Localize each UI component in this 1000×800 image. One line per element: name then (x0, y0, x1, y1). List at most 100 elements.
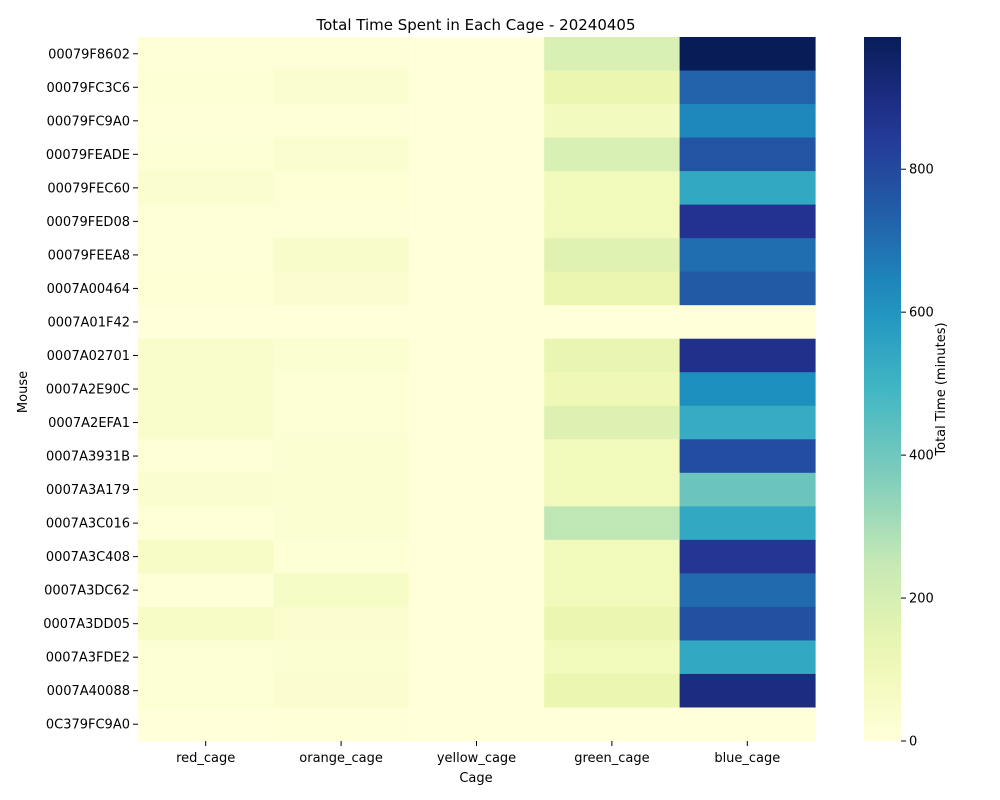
heatmap-cell (273, 70, 410, 105)
colorbar-label: Total Time (minutes) (934, 322, 949, 456)
y-tick-label: 0007A3FDE2 (46, 651, 130, 666)
y-tick-labels: 00079F8602 00079FC3C6 00079FC9A0 00079FEADE… (43, 47, 138, 733)
colorbar-tick-label: 0 (909, 735, 917, 750)
heatmap-cell (679, 573, 816, 608)
heatmap-cell (679, 506, 816, 541)
heatmap-cell (408, 338, 545, 373)
heatmap-cell (273, 506, 410, 541)
heatmap-cell (544, 573, 681, 608)
colorbar-tick-label: 600 (909, 306, 934, 321)
heatmap-cell (138, 439, 274, 474)
heatmap-cell (544, 271, 681, 306)
heatmap-cells (138, 37, 816, 742)
heatmap-cell (138, 238, 274, 273)
heatmap-cell (273, 606, 410, 642)
heatmap-cell (273, 37, 410, 72)
heatmap-cell (544, 606, 681, 642)
heatmap-cell (544, 37, 681, 72)
heatmap-cell (544, 372, 681, 407)
heatmap-cell (273, 171, 410, 206)
heatmap-cell (544, 640, 681, 675)
colorbar-tick-label: 400 (909, 449, 934, 464)
heatmap-cell (138, 506, 274, 541)
heatmap-cell (679, 305, 816, 340)
x-tick-label: yellow_cage (437, 751, 516, 766)
heatmap-cell (679, 70, 816, 105)
heatmap-cell (408, 204, 545, 239)
heatmap-cell (273, 707, 410, 742)
heatmap-cell (138, 204, 274, 239)
heatmap-cell (408, 506, 545, 541)
heatmap-cell (408, 37, 545, 72)
heatmap-cell (408, 137, 545, 172)
heatmap-cell (408, 640, 545, 675)
heatmap-cell (273, 104, 410, 139)
y-tick-label: 00079FED08 (46, 215, 130, 230)
heatmap-cell (679, 539, 816, 574)
heatmap-cell (138, 405, 274, 440)
heatmap-cell (408, 472, 545, 507)
heatmap-cell (273, 372, 410, 407)
heatmap-cell (273, 204, 410, 239)
heatmap-cell (544, 137, 681, 172)
y-tick-label: 0007A02701 (47, 349, 130, 364)
heatmap-cell (273, 539, 410, 574)
x-tick-label: blue_cage (714, 751, 780, 766)
heatmap-cell (138, 640, 274, 675)
heatmap-cell (273, 238, 410, 273)
heatmap-cell (138, 472, 274, 507)
heatmap-cell (273, 271, 410, 306)
heatmap-cell (679, 37, 816, 72)
heatmap-cell (679, 673, 816, 709)
heatmap-cell (544, 439, 681, 474)
heatmap-cell (679, 372, 816, 407)
heatmap-cell (544, 70, 681, 105)
heatmap-cell (273, 472, 410, 507)
heatmap-cell (544, 305, 681, 340)
heatmap-cell (138, 305, 274, 340)
heatmap-cell (544, 204, 681, 239)
colorbar-ticks: 0 200 400 600 800 (901, 163, 934, 750)
heatmap-cell (408, 539, 545, 574)
heatmap-cell (408, 573, 545, 608)
x-tick-labels: red_cage orange_cage yellow_cage green_cage… (176, 741, 780, 766)
y-tick-label: 0007A3931B (46, 450, 130, 465)
heatmap-cell (138, 673, 274, 709)
heatmap-cell (679, 137, 816, 172)
heatmap-cell (138, 606, 274, 642)
heatmap-cell (679, 439, 816, 474)
y-axis-label: Mouse (16, 371, 31, 413)
heatmap-cell (408, 305, 545, 340)
heatmap-cell (138, 70, 274, 105)
heatmap-cell (544, 707, 681, 742)
heatmap-cell (679, 104, 816, 139)
y-tick-label: 0007A3C016 (46, 517, 130, 532)
heatmap-cell (544, 171, 681, 206)
heatmap-cell (408, 238, 545, 273)
y-tick-label: 0007A00464 (47, 282, 130, 297)
heatmap-cell (544, 338, 681, 373)
heatmap-cell (273, 338, 410, 373)
heatmap-cell (273, 305, 410, 340)
heatmap-cell (679, 640, 816, 675)
heatmap-cell (679, 707, 816, 742)
y-tick-label: 0007A3DD05 (43, 617, 130, 632)
y-tick-label: 0007A40088 (47, 684, 130, 699)
heatmap-cell (273, 573, 410, 608)
heatmap-cell (138, 539, 274, 574)
heatmap-cell (544, 673, 681, 709)
x-tick-label: red_cage (176, 751, 235, 766)
heatmap-cell (138, 707, 274, 742)
heatmap-cell (679, 271, 816, 306)
heatmap-cell (138, 137, 274, 172)
heatmap-cell (273, 673, 410, 709)
heatmap-cell (138, 104, 274, 139)
heatmap-cell (273, 405, 410, 440)
colorbar (864, 37, 901, 741)
y-tick-label: 0007A01F42 (47, 315, 130, 330)
heatmap-cell (408, 606, 545, 642)
heatmap-cell (679, 338, 816, 373)
y-tick-label: 00079FC3C6 (46, 81, 130, 96)
y-tick-label: 0C379FC9A0 (46, 718, 130, 733)
